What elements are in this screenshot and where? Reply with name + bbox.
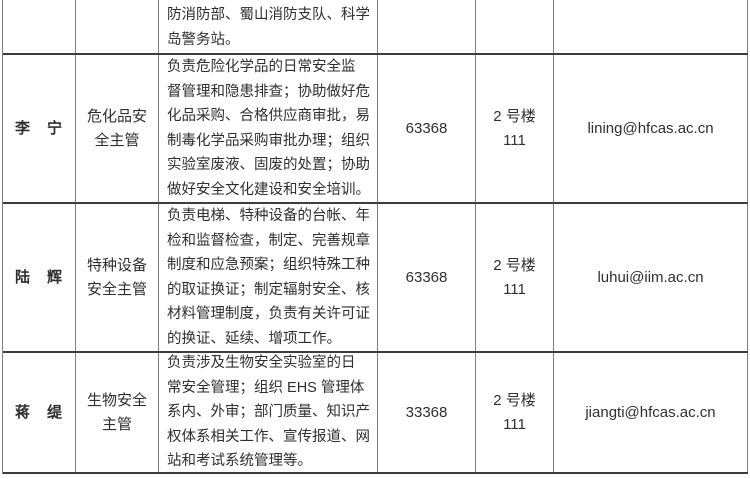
staff-phone-cell: 63368	[378, 55, 476, 202]
staff-email-cell	[554, 0, 748, 53]
staff-office-cell: 2 号楼 111	[476, 353, 554, 472]
table-row: 蒋 缇 生物安全 主管 负责涉及生物安全实验室的日 常安全管理；组织 EHS 管…	[3, 353, 748, 474]
table-row-partial: 防消防部、蜀山消防支队、科学 岛警务站。	[3, 0, 748, 55]
staff-phone-cell	[378, 0, 476, 53]
staff-position-cell: 特种设备 安全主管	[76, 204, 159, 351]
staff-email-cell: jiangti@hfcas.ac.cn	[554, 353, 748, 472]
staff-email-cell: lining@hfcas.ac.cn	[554, 55, 748, 202]
table-row: 陆 辉 特种设备 安全主管 负责电梯、特种设备的台帐、年 检和监督检查，制定、完…	[3, 204, 748, 353]
staff-name-cell: 陆 辉	[3, 204, 76, 351]
staff-duties-cell: 负责涉及生物安全实验室的日 常安全管理；组织 EHS 管理体 系内、外审；部门质…	[159, 353, 378, 472]
staff-phone-cell: 33368	[378, 353, 476, 472]
staff-duties-cell: 防消防部、蜀山消防支队、科学 岛警务站。	[159, 0, 378, 53]
staff-duties-cell: 负责电梯、特种设备的台帐、年 检和监督检查，制定、完善规章 制度和应急预案；组织…	[159, 204, 378, 351]
table-row: 李 宁 危化品安 全主管 负责危险化学品的日常安全监 督管理和隐患排查；协助做好…	[3, 55, 748, 204]
staff-position-cell: 危化品安 全主管	[76, 55, 159, 202]
staff-office-cell: 2 号楼 111	[476, 204, 554, 351]
staff-email-cell: luhui@iim.ac.cn	[554, 204, 748, 351]
staff-office-cell	[476, 0, 554, 53]
staff-office-cell: 2 号楼 111	[476, 55, 554, 202]
staff-position-cell	[76, 0, 159, 53]
staff-phone-cell: 63368	[378, 204, 476, 351]
staff-position-cell: 生物安全 主管	[76, 353, 159, 472]
staff-duties-cell: 负责危险化学品的日常安全监 督管理和隐患排查；协助做好危 化品采购、合格供应商审…	[159, 55, 378, 202]
staff-name-cell	[3, 0, 76, 53]
staff-name-cell: 李 宁	[3, 55, 76, 202]
staff-name-cell: 蒋 缇	[3, 353, 76, 472]
